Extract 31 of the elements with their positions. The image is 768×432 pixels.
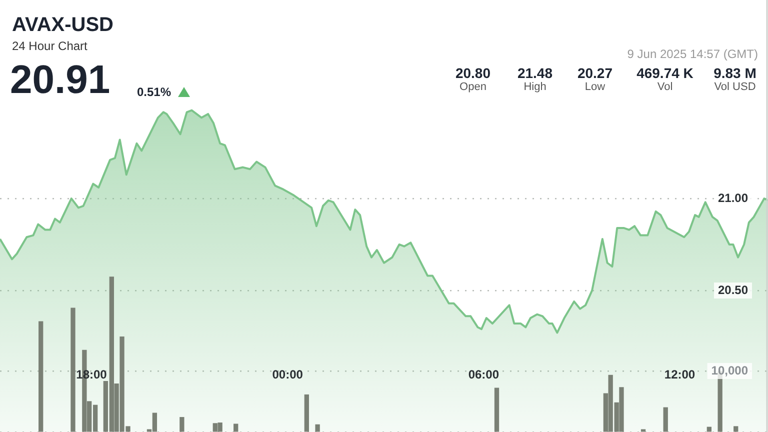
annotation: 20.91 — [10, 58, 110, 103]
annotation: Low — [584, 81, 606, 93]
annotation: 21.48 — [516, 65, 554, 81]
annotation: 9.83 M — [712, 65, 758, 81]
bar — [640, 429, 646, 432]
annotation: Vol — [656, 81, 674, 93]
y2-tick-label: 10,000 — [711, 363, 748, 378]
x-tick-label: 06:00 — [468, 367, 500, 382]
x-tick-label: 00:00 — [272, 367, 304, 382]
annotation: 0.51% — [137, 85, 172, 99]
annotation: Vol USD — [713, 81, 757, 93]
bar — [180, 417, 184, 432]
text: AVAX-USD — [12, 14, 114, 37]
bar — [38, 321, 44, 432]
x-tick-label: 12:00 — [664, 367, 696, 382]
annotation: 20.80 — [454, 65, 492, 81]
bar — [663, 407, 668, 432]
bar — [315, 424, 320, 432]
y-tick-label: 21.00 — [718, 190, 748, 205]
bar — [734, 426, 738, 432]
annotation: 469.74 K — [636, 65, 694, 81]
y-tick-label: 20.50 — [718, 282, 748, 297]
annotation: Open — [458, 81, 488, 93]
bar — [70, 308, 76, 432]
bar — [304, 394, 309, 432]
bar — [494, 388, 500, 432]
annotation: High — [522, 81, 548, 93]
annotation: 9 Jun 2025 14:57 (GMT) — [627, 47, 758, 61]
text: 24 Hour Chart — [12, 39, 88, 53]
bar — [234, 424, 238, 432]
annotation: 20.27 — [576, 65, 614, 81]
